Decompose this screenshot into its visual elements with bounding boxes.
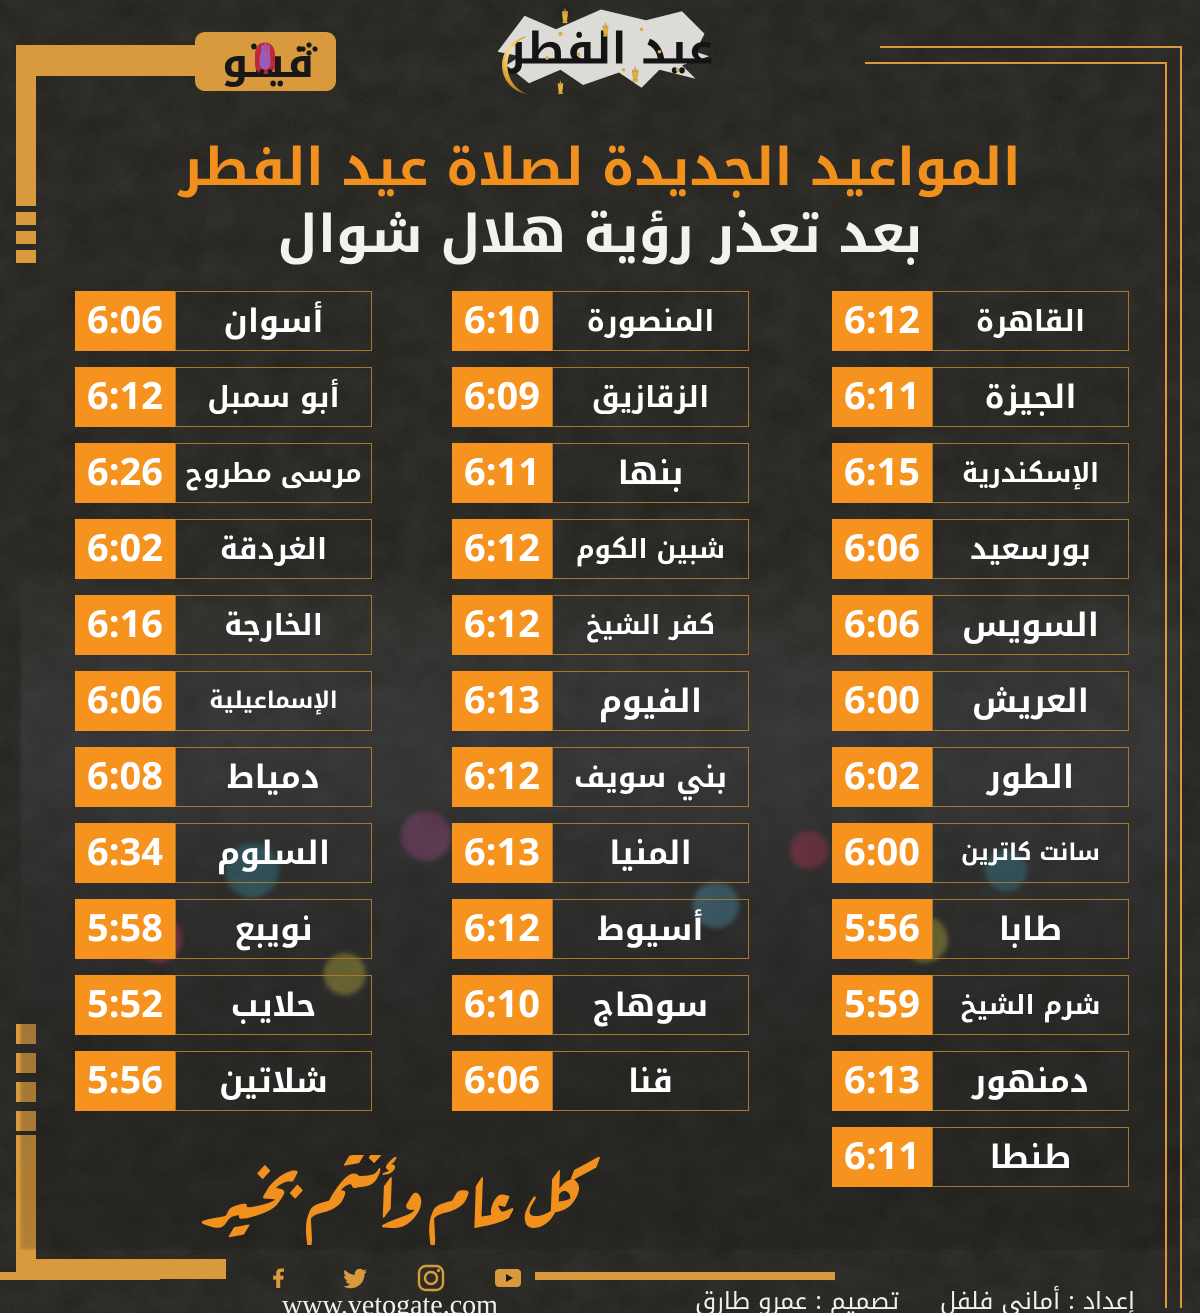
svg-text:عيد الفطر: عيد الفطر <box>505 8 714 90</box>
